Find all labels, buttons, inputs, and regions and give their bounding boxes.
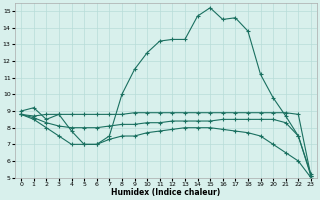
X-axis label: Humidex (Indice chaleur): Humidex (Indice chaleur) — [111, 188, 221, 197]
